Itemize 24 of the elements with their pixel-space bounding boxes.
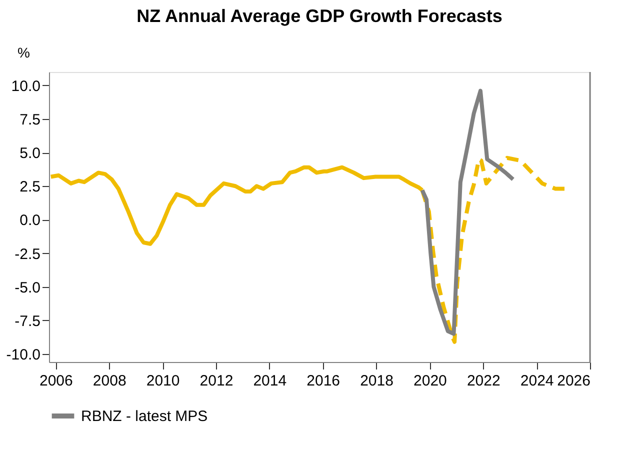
x-tick-label: 2010 <box>146 372 180 390</box>
y-tick-label: 5.0 <box>20 145 40 162</box>
x-tick-label: 2016 <box>306 372 340 390</box>
x-tick-label: 2012 <box>200 372 234 390</box>
x-tick-label: 2026 <box>557 372 590 390</box>
chart-title: NZ Annual Average GDP Growth Forecasts <box>136 6 502 26</box>
x-tick-label: 2022 <box>466 372 500 390</box>
x-tick-label: 2014 <box>253 372 287 390</box>
x-tick-label: 2018 <box>360 372 394 390</box>
y-tick-label: -10.0 <box>6 346 40 364</box>
y-tick-label: 0.0 <box>20 212 40 230</box>
y-tick-label: 10.0 <box>11 78 40 95</box>
y-tick-label: -2.5 <box>14 246 40 263</box>
y-tick-label: 7.5 <box>20 111 40 128</box>
x-tick-label: 2020 <box>414 372 447 390</box>
y-tick-label: 2.5 <box>20 178 40 196</box>
y-axis-title: % <box>18 44 30 60</box>
x-tick-label: 2008 <box>92 372 126 390</box>
x-tick-label: 2006 <box>39 372 73 390</box>
y-tick-label: -5.0 <box>14 279 40 296</box>
x-tick-label: 2024 <box>520 372 554 390</box>
legend-label: RBNZ - latest MPS <box>81 408 208 425</box>
line-series <box>420 88 516 336</box>
y-tick-label: -7.5 <box>14 312 40 330</box>
